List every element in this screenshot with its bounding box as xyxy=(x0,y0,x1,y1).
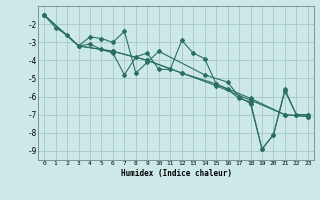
X-axis label: Humidex (Indice chaleur): Humidex (Indice chaleur) xyxy=(121,169,231,178)
